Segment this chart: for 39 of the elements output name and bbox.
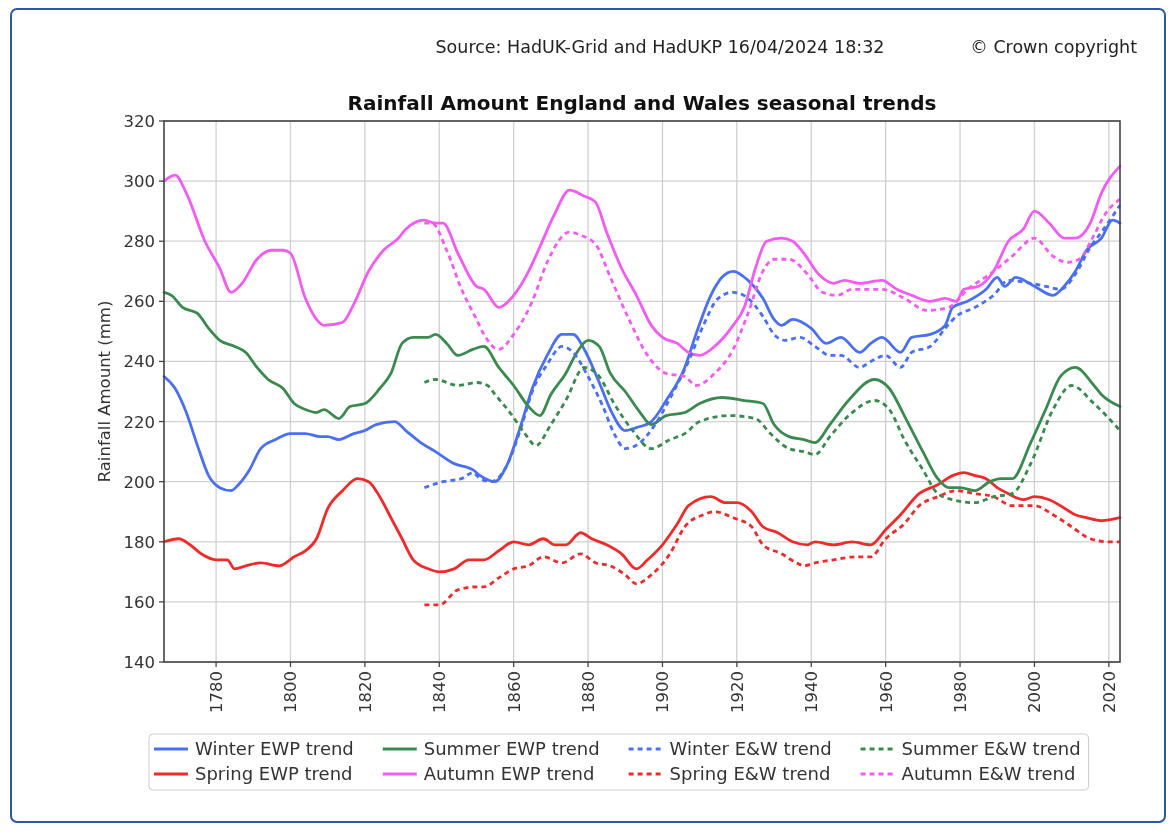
x-tick-label: 1800 xyxy=(281,671,301,713)
y-axis-title: Rainfall Amount (mm) xyxy=(95,300,114,483)
x-tick-label: 1900 xyxy=(653,671,673,713)
legend-label: Spring EWP trend xyxy=(195,763,353,784)
y-tick-label: 300 xyxy=(123,172,155,192)
legend-label: Summer E&W trend xyxy=(901,738,1081,759)
x-tick-label: 1960 xyxy=(876,671,896,713)
legend-label: Spring E&W trend xyxy=(669,763,831,784)
y-tick-label: 240 xyxy=(123,352,155,372)
x-tick-label: 1860 xyxy=(504,671,524,713)
y-tick-label: 160 xyxy=(123,592,155,612)
y-tick-label: 220 xyxy=(123,412,155,432)
x-tick-label: 1840 xyxy=(430,671,450,713)
legend-label: Autumn EWP trend xyxy=(423,763,595,784)
line-series xyxy=(162,290,1122,493)
y-tick-label: 260 xyxy=(123,292,155,312)
line-series xyxy=(162,471,1122,574)
x-tick-label: 1820 xyxy=(355,671,375,713)
x-tick-label: 1880 xyxy=(579,671,599,713)
legend-label: Winter E&W trend xyxy=(669,738,832,759)
x-tick-label: 2020 xyxy=(1099,671,1119,713)
source-note: Source: HadUK-Grid and HadUKP 16/04/2024 18:32 xyxy=(435,37,885,57)
x-tick-label: 1920 xyxy=(727,671,747,713)
legend-label: Winter EWP trend xyxy=(195,738,354,759)
x-tick-label: 2000 xyxy=(1025,671,1045,713)
chart-title: Rainfall Amount England and Wales seasonal trends xyxy=(347,91,937,115)
x-tick-label: 1980 xyxy=(951,671,971,713)
text: © Crown copyright xyxy=(970,37,1138,57)
legend-label: Summer EWP trend xyxy=(423,738,600,759)
line-series xyxy=(422,489,1122,607)
y-tick-label: 140 xyxy=(123,653,155,672)
x-tick-label: 1940 xyxy=(802,671,822,713)
x-tick-label: 1780 xyxy=(207,671,227,713)
line-series xyxy=(422,366,1122,505)
y-tick-label: 180 xyxy=(123,532,155,552)
legend-label: Autumn E&W trend xyxy=(901,763,1076,784)
y-tick-label: 200 xyxy=(123,472,155,492)
y-tick-label: 280 xyxy=(123,232,155,252)
y-tick-label: 320 xyxy=(123,112,155,131)
